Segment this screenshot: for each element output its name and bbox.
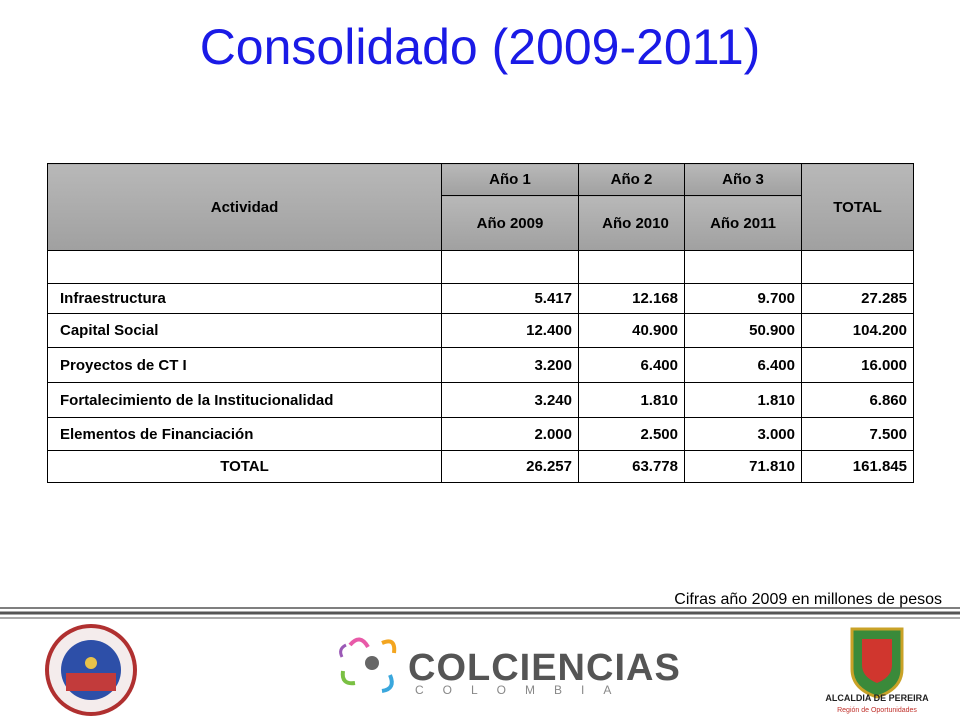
value-cell: 3.200 [441, 347, 579, 383]
value-cell: 3.000 [684, 417, 802, 451]
value-cell: 40.900 [578, 313, 685, 348]
header-cell: Año 3 [684, 163, 802, 196]
value-cell: 27.285 [801, 283, 914, 314]
row-label: Infraestructura [47, 283, 442, 314]
value-cell: 2.000 [441, 417, 579, 451]
value-cell: 161.845 [801, 450, 914, 483]
data-row: Capital Social 12.400 40.900 50.900 104.200 [47, 313, 914, 348]
row-label: Proyectos de CT I [47, 347, 442, 383]
colciencias-logo: COLCIENCIAS COLOMBIA [339, 637, 681, 697]
header-cell: Año 2010 [578, 195, 685, 251]
logo-text: COLOMBIA [415, 683, 630, 697]
value-cell: 1.810 [684, 382, 802, 418]
logo-text: ALCALDIA DE PEREIRA [825, 693, 929, 703]
value-cell: 5.417 [441, 283, 579, 314]
row-label: Capital Social [47, 313, 442, 348]
header-cell: TOTAL [801, 163, 914, 251]
header-cell: Año 2 [578, 163, 685, 196]
value-cell: 71.810 [684, 450, 802, 483]
value-cell: 6.400 [684, 347, 802, 383]
header-cell: Año 2011 [684, 195, 802, 251]
logo-text: Región de Oportunidades [837, 707, 917, 714]
row-label: Elementos de Financiación [47, 417, 442, 451]
logo-text: COLCIENCIAS [408, 647, 681, 689]
data-row: Infraestructura 5.417 12.168 9.700 27.285 [47, 283, 914, 314]
row-label: Fortalecimiento de la Institucionalidad [47, 382, 442, 418]
header-cell: Actividad [47, 163, 442, 251]
data-row: Elementos de Financiación 2.000 2.500 3.000… [47, 417, 914, 451]
value-cell: 3.240 [441, 382, 579, 418]
value-cell: 7.500 [801, 417, 914, 451]
footnote: Cifras año 2009 en millones de pesos [674, 591, 942, 608]
value-cell: 6.400 [578, 347, 685, 383]
value-cell: 2.500 [578, 417, 685, 451]
header-cell: Año 1 [441, 163, 579, 196]
data-row: Fortalecimiento de la Institucionalidad 3… [47, 382, 914, 418]
footer: COLCIENCIAS COLOMBIA ALCALDIA DE PEREIRA… [0, 607, 960, 716]
value-cell: 6.860 [801, 382, 914, 418]
value-cell: 50.900 [684, 313, 802, 348]
university-seal [45, 624, 137, 716]
value-cell: 16.000 [801, 347, 914, 383]
data-table: Actividad Año 1 Año 2 Año 3 TOTAL Año 20… [47, 163, 914, 483]
value-cell: 63.778 [578, 450, 685, 483]
alcaldia-logo: ALCALDIA DE PEREIRA Región de Oportunida… [825, 627, 929, 714]
empty-row [47, 250, 914, 284]
table-body: Infraestructura 5.417 12.168 9.700 27.285 Cap… [47, 250, 914, 483]
row-label: TOTAL [47, 450, 442, 483]
slide-title: Consolidado (2009-2011) [199, 19, 761, 75]
value-cell: 1.810 [578, 382, 685, 418]
value-cell: 104.200 [801, 313, 914, 348]
header-cell: Año 2009 [441, 195, 579, 251]
value-cell: 12.168 [578, 283, 685, 314]
value-cell: 26.257 [441, 450, 579, 483]
total-row: TOTAL 26.257 63.778 71.810 161.845 [47, 450, 914, 483]
data-row: Proyectos de CT I 3.200 6.400 6.400 16.000 [47, 347, 914, 383]
value-cell: 12.400 [441, 313, 579, 348]
value-cell: 9.700 [684, 283, 802, 314]
